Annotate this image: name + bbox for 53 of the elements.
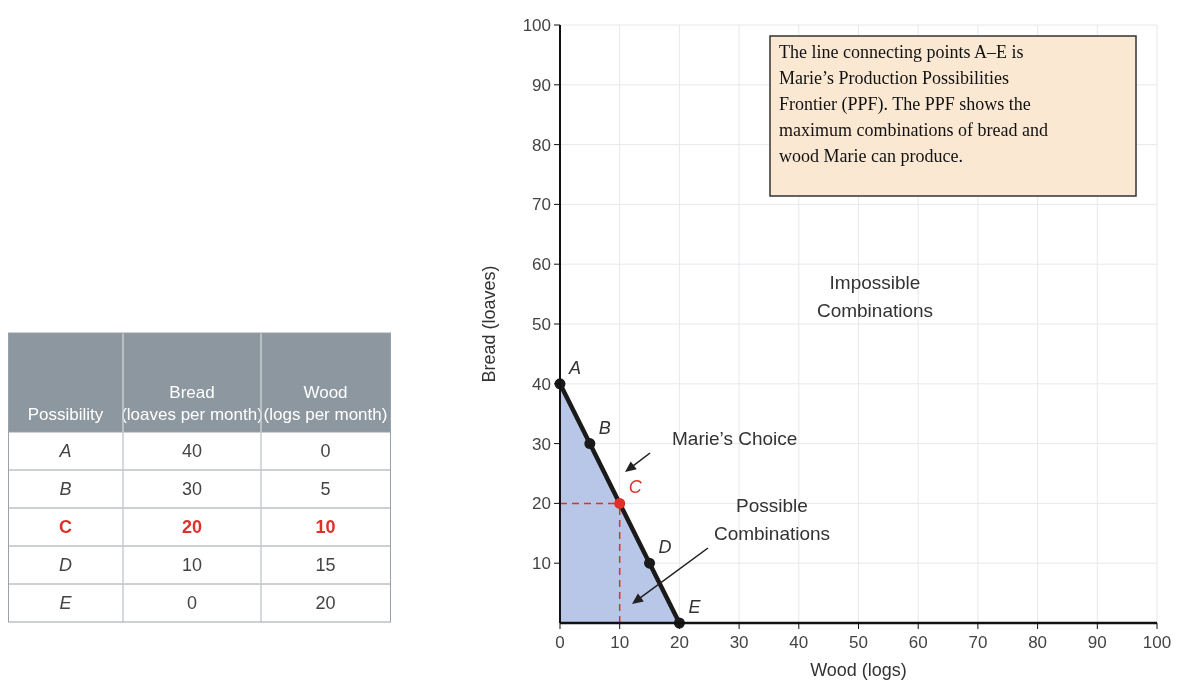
point xyxy=(644,557,656,569)
x-tick-label: 20 xyxy=(669,633,689,652)
x-tick-label: 0 xyxy=(555,633,565,652)
x-tick-label: 50 xyxy=(849,633,868,652)
point xyxy=(584,438,596,450)
y-tick-label: 30 xyxy=(532,434,551,454)
annotation: E xyxy=(688,597,702,617)
x-tick-label: 80 xyxy=(1028,633,1048,652)
annotation: The line connecting points A–E is Marie’s Production Possibilities Frontier (PPF). The PPF shows the maximum combinations of bread and wood Marie can produce. xyxy=(779,42,1048,166)
y-tick-label: 40 xyxy=(532,374,551,394)
category-label: B xyxy=(59,479,72,500)
annotation: Impossible Combinations xyxy=(816,272,934,321)
y-tick-label: 60 xyxy=(532,255,551,275)
x-tick-label: 60 xyxy=(908,633,928,652)
data-label: 40 xyxy=(181,441,203,462)
category-label: C xyxy=(59,517,72,538)
y-tick-label: 90 xyxy=(532,75,551,95)
data-label: 0 xyxy=(320,441,331,462)
data-label: 5 xyxy=(320,479,331,500)
text: Possibility xyxy=(27,405,104,424)
category-label: E xyxy=(59,593,73,614)
x-tick-label: 100 xyxy=(1142,633,1172,652)
y-tick-label: 50 xyxy=(532,314,551,334)
data-label: 15 xyxy=(315,555,336,576)
text: Bread (loaves per month) xyxy=(121,383,263,424)
annotation: A xyxy=(568,357,582,378)
x-tick-label: 10 xyxy=(610,633,630,652)
data-label: 0 xyxy=(186,593,198,614)
x-tick-label: 70 xyxy=(968,633,988,652)
y-tick-label: 10 xyxy=(532,554,551,574)
data-label: 10 xyxy=(181,555,203,576)
category-label: A xyxy=(58,441,72,462)
point xyxy=(614,497,626,509)
x-tick-label: 30 xyxy=(729,633,749,652)
annotation: C xyxy=(628,477,643,498)
x-tick-label: 90 xyxy=(1087,633,1107,652)
y-tick-label: 20 xyxy=(532,494,551,514)
annotation: B xyxy=(598,417,611,438)
annotation: D xyxy=(658,537,672,558)
data-label: 20 xyxy=(315,593,336,614)
y-tick-label: 70 xyxy=(532,195,551,215)
x-axis-title: Wood (logs) xyxy=(810,660,907,680)
data-label: 10 xyxy=(315,517,336,538)
category-label: D xyxy=(59,555,72,576)
text: Wood (logs per month) xyxy=(263,383,388,424)
y-tick-label: 100 xyxy=(522,15,551,35)
data-label: 20 xyxy=(181,517,203,538)
data-label: 30 xyxy=(181,479,203,500)
annotation: Possible Combinations xyxy=(713,495,831,544)
y-tick-label: 80 xyxy=(532,135,551,155)
x-tick-label: 40 xyxy=(789,633,809,652)
annotation: Marie’s Choice xyxy=(672,428,798,449)
y-axis-title: Bread (loaves) xyxy=(479,265,499,383)
